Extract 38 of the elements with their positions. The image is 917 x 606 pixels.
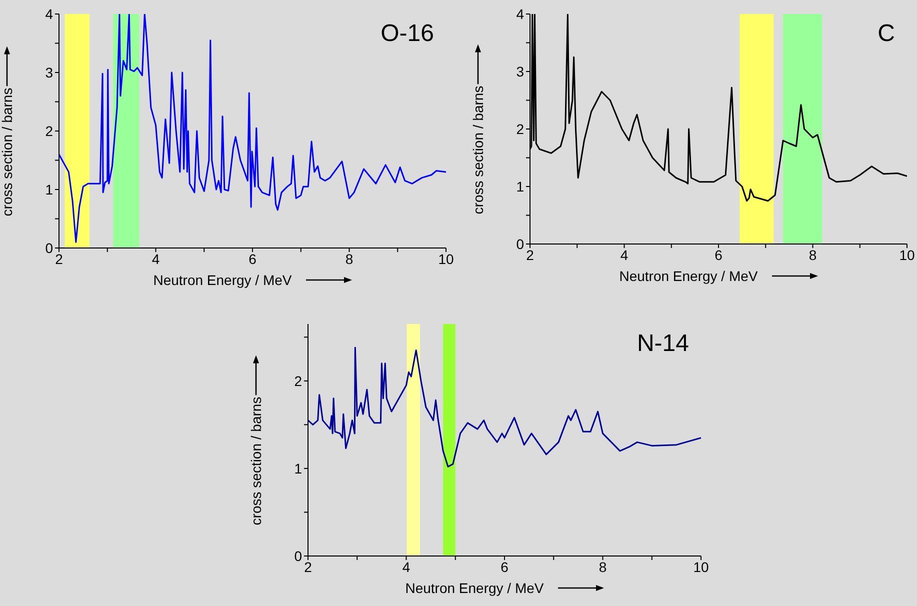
x-tick-label: 10	[438, 250, 454, 267]
y-tick-label: 2	[516, 120, 524, 137]
x-tick-label: 8	[598, 558, 607, 575]
y-axis-title: cross section / barns	[0, 88, 15, 216]
x-tick-label: 2	[304, 558, 312, 575]
y-tick-label: 0	[294, 548, 302, 564]
x-axis-title: Neutron Energy / MeV	[619, 268, 758, 284]
y-tick-label: 4	[45, 6, 54, 22]
chart-title: O-16	[380, 20, 434, 48]
x-tick-label: 4	[620, 246, 628, 263]
x-tick-label: 2	[55, 250, 64, 267]
x-axis-title: Neutron Energy / MeV	[153, 272, 292, 288]
x-tick-label: 8	[808, 246, 817, 263]
x-tick-label: 2	[526, 246, 534, 263]
x-tick-label: 4	[402, 558, 410, 575]
x-tick-label: 6	[248, 250, 257, 267]
y-tick-label: 1	[45, 181, 54, 198]
y-tick-label: 4	[516, 6, 524, 22]
y-tick-label: 1	[294, 460, 302, 476]
y-tick-label: 2	[45, 122, 54, 139]
line-series	[59, 14, 446, 243]
x-tick-label: 10	[693, 558, 709, 575]
x-tick-label: 6	[500, 558, 509, 575]
y-tick-label: 2	[294, 372, 302, 389]
y-tick-label: 1	[516, 178, 524, 194]
x-tick-label: 10	[899, 246, 915, 263]
y-tick-label: 0	[516, 236, 524, 252]
x-tick-label: 6	[714, 246, 723, 263]
x-tick-label: 4	[152, 250, 160, 267]
y-tick-label: 3	[45, 64, 54, 80]
x-tick-label: 8	[345, 250, 354, 267]
y-tick-label: 0	[45, 240, 54, 256]
chart-title: C	[878, 20, 895, 48]
chart-title: N-14	[636, 330, 689, 358]
y-axis-title: cross section / barns	[248, 396, 264, 526]
y-axis-title: cross section / barns	[470, 86, 486, 214]
x-axis-title: Neutron Energy / MeV	[405, 580, 544, 596]
y-tick-label: 3	[516, 63, 524, 80]
